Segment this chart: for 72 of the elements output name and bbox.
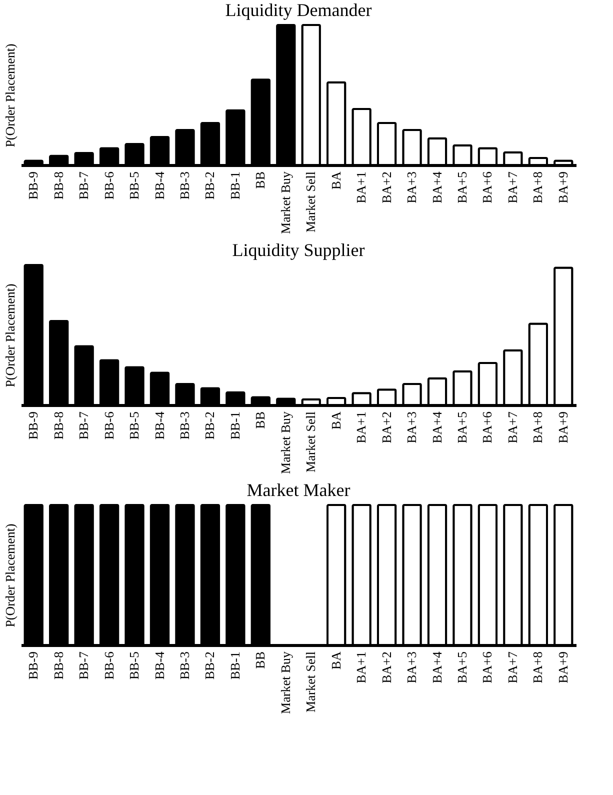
x-tick-label: BB-9: [26, 652, 41, 680]
x-tick-label: BB: [252, 411, 268, 429]
x-tick-label: BB: [252, 651, 268, 669]
x-tick-label: BB-2: [202, 652, 218, 680]
x-tick-label: BA: [328, 170, 344, 190]
x-tick-label: BB-8: [50, 412, 66, 440]
y-axis-title: P(Order Placement): [2, 284, 18, 388]
x-tick-label: BB-8: [50, 172, 66, 200]
x-tick-label: BB-5: [126, 412, 142, 440]
x-tick-label: BB-1: [227, 412, 242, 440]
x-tick-label: BA+1: [354, 412, 369, 444]
x-tick-label: Market Sell: [303, 171, 318, 233]
x-tick-label: BA+5: [454, 652, 470, 684]
x-tick-label: BB-8: [50, 652, 66, 680]
x-tick-label: BB-6: [101, 411, 116, 440]
x-tick-label: Market Buy: [278, 651, 293, 714]
x-tick-label: BA+6: [480, 171, 495, 204]
x-tick-label: BB-1: [227, 652, 242, 680]
x-tick-label: BA+8: [530, 172, 546, 204]
x-tick-label: BA+8: [530, 412, 546, 444]
x-tick-label: BB-4: [152, 651, 167, 680]
x-tick-label: BA+2: [378, 652, 394, 684]
x-tick-label: BB-9: [26, 172, 41, 200]
x-tick-label: BB-1: [227, 172, 242, 200]
x-tick-label: Market Buy: [278, 411, 293, 474]
chart-title: Market Maker: [246, 480, 350, 500]
x-tick-label: BA+4: [429, 171, 444, 204]
x-tick-label: BA+6: [480, 651, 495, 684]
x-tick-label: BA+7: [504, 651, 520, 684]
x-tick-label: BA+1: [354, 652, 369, 684]
x-tick-label: BA+3: [404, 412, 420, 444]
x-tick-label: BB-3: [176, 652, 192, 680]
y-axis-title: P(Order Placement): [2, 44, 18, 148]
x-tick-label: BB-6: [101, 651, 116, 680]
x-tick-label: BB-7: [76, 171, 92, 200]
x-tick-label: Market Sell: [303, 411, 318, 473]
x-tick-label: BA+2: [378, 172, 394, 204]
x-tick-label: BA+9: [555, 652, 570, 684]
x-tick-label: BB-7: [76, 411, 92, 440]
x-tick-label: BB-4: [152, 411, 167, 440]
x-tick-label: BB-2: [202, 412, 218, 440]
x-tick-label: BB-6: [101, 171, 116, 200]
x-tick-label: BA: [328, 650, 344, 670]
x-tick-label: BB-2: [202, 172, 218, 200]
x-tick-label: Market Buy: [278, 171, 293, 234]
x-tick-label: BA+8: [530, 652, 546, 684]
x-tick-label: BA+4: [429, 651, 444, 684]
chart-title: Liquidity Demander: [225, 0, 372, 20]
x-tick-label: BA+9: [555, 172, 570, 204]
x-tick-label: BB-7: [76, 651, 92, 680]
x-tick-label: BA+3: [404, 652, 420, 684]
x-tick-label: Market Sell: [303, 651, 318, 713]
y-axis-title: P(Order Placement): [2, 524, 18, 628]
x-tick-label: BB-3: [176, 412, 192, 440]
x-tick-label: BA+9: [555, 412, 570, 444]
x-tick-label: BA+5: [454, 172, 470, 204]
x-tick-label: BA+2: [378, 412, 394, 444]
x-tick-label: BA: [328, 410, 344, 430]
x-tick-label: BA+7: [504, 411, 520, 444]
x-tick-label: BB-5: [126, 652, 142, 680]
chart-title: Liquidity Supplier: [232, 240, 365, 260]
x-tick-label: BA+5: [454, 412, 470, 444]
x-tick-label: BB-9: [26, 412, 41, 440]
x-tick-label: BA+1: [354, 172, 369, 204]
x-tick-label: BA+3: [404, 172, 420, 204]
x-tick-label: BB-5: [126, 172, 142, 200]
x-tick-label: BB: [252, 171, 268, 189]
x-tick-label: BB-3: [176, 172, 192, 200]
x-tick-label: BA+7: [504, 171, 520, 204]
x-tick-label: BA+6: [480, 411, 495, 444]
x-tick-label: BA+4: [429, 411, 444, 444]
x-tick-label: BB-4: [152, 171, 167, 200]
